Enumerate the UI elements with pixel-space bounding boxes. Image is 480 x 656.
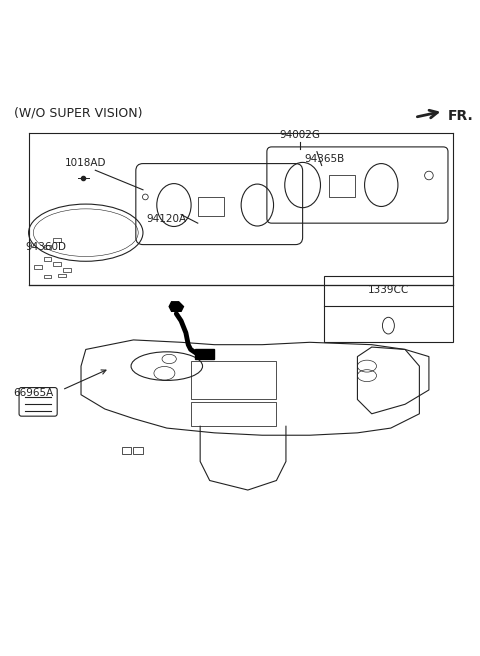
Text: 66965A: 66965A xyxy=(13,388,53,398)
Bar xyxy=(44,257,51,261)
Text: 94120A: 94120A xyxy=(147,214,187,224)
Text: 94365B: 94365B xyxy=(304,154,344,163)
Bar xyxy=(133,447,143,455)
Bar xyxy=(63,268,71,272)
Bar xyxy=(329,176,355,197)
Bar xyxy=(53,238,61,242)
Bar xyxy=(191,402,276,426)
Bar xyxy=(121,447,131,455)
Polygon shape xyxy=(169,302,183,312)
Bar xyxy=(198,197,224,216)
Text: 1339CC: 1339CC xyxy=(368,285,409,295)
Bar xyxy=(44,275,51,278)
Text: (W/O SUPER VISION): (W/O SUPER VISION) xyxy=(14,106,143,119)
Bar xyxy=(191,361,276,400)
Bar xyxy=(58,274,66,277)
Text: 94360D: 94360D xyxy=(26,242,67,252)
Bar xyxy=(324,276,453,342)
Text: FR.: FR. xyxy=(448,109,474,123)
Bar xyxy=(44,245,51,249)
Bar xyxy=(53,262,61,266)
Text: 94002G: 94002G xyxy=(280,130,321,140)
Text: 1018AD: 1018AD xyxy=(65,158,107,169)
Bar xyxy=(34,265,42,269)
Polygon shape xyxy=(195,350,215,359)
